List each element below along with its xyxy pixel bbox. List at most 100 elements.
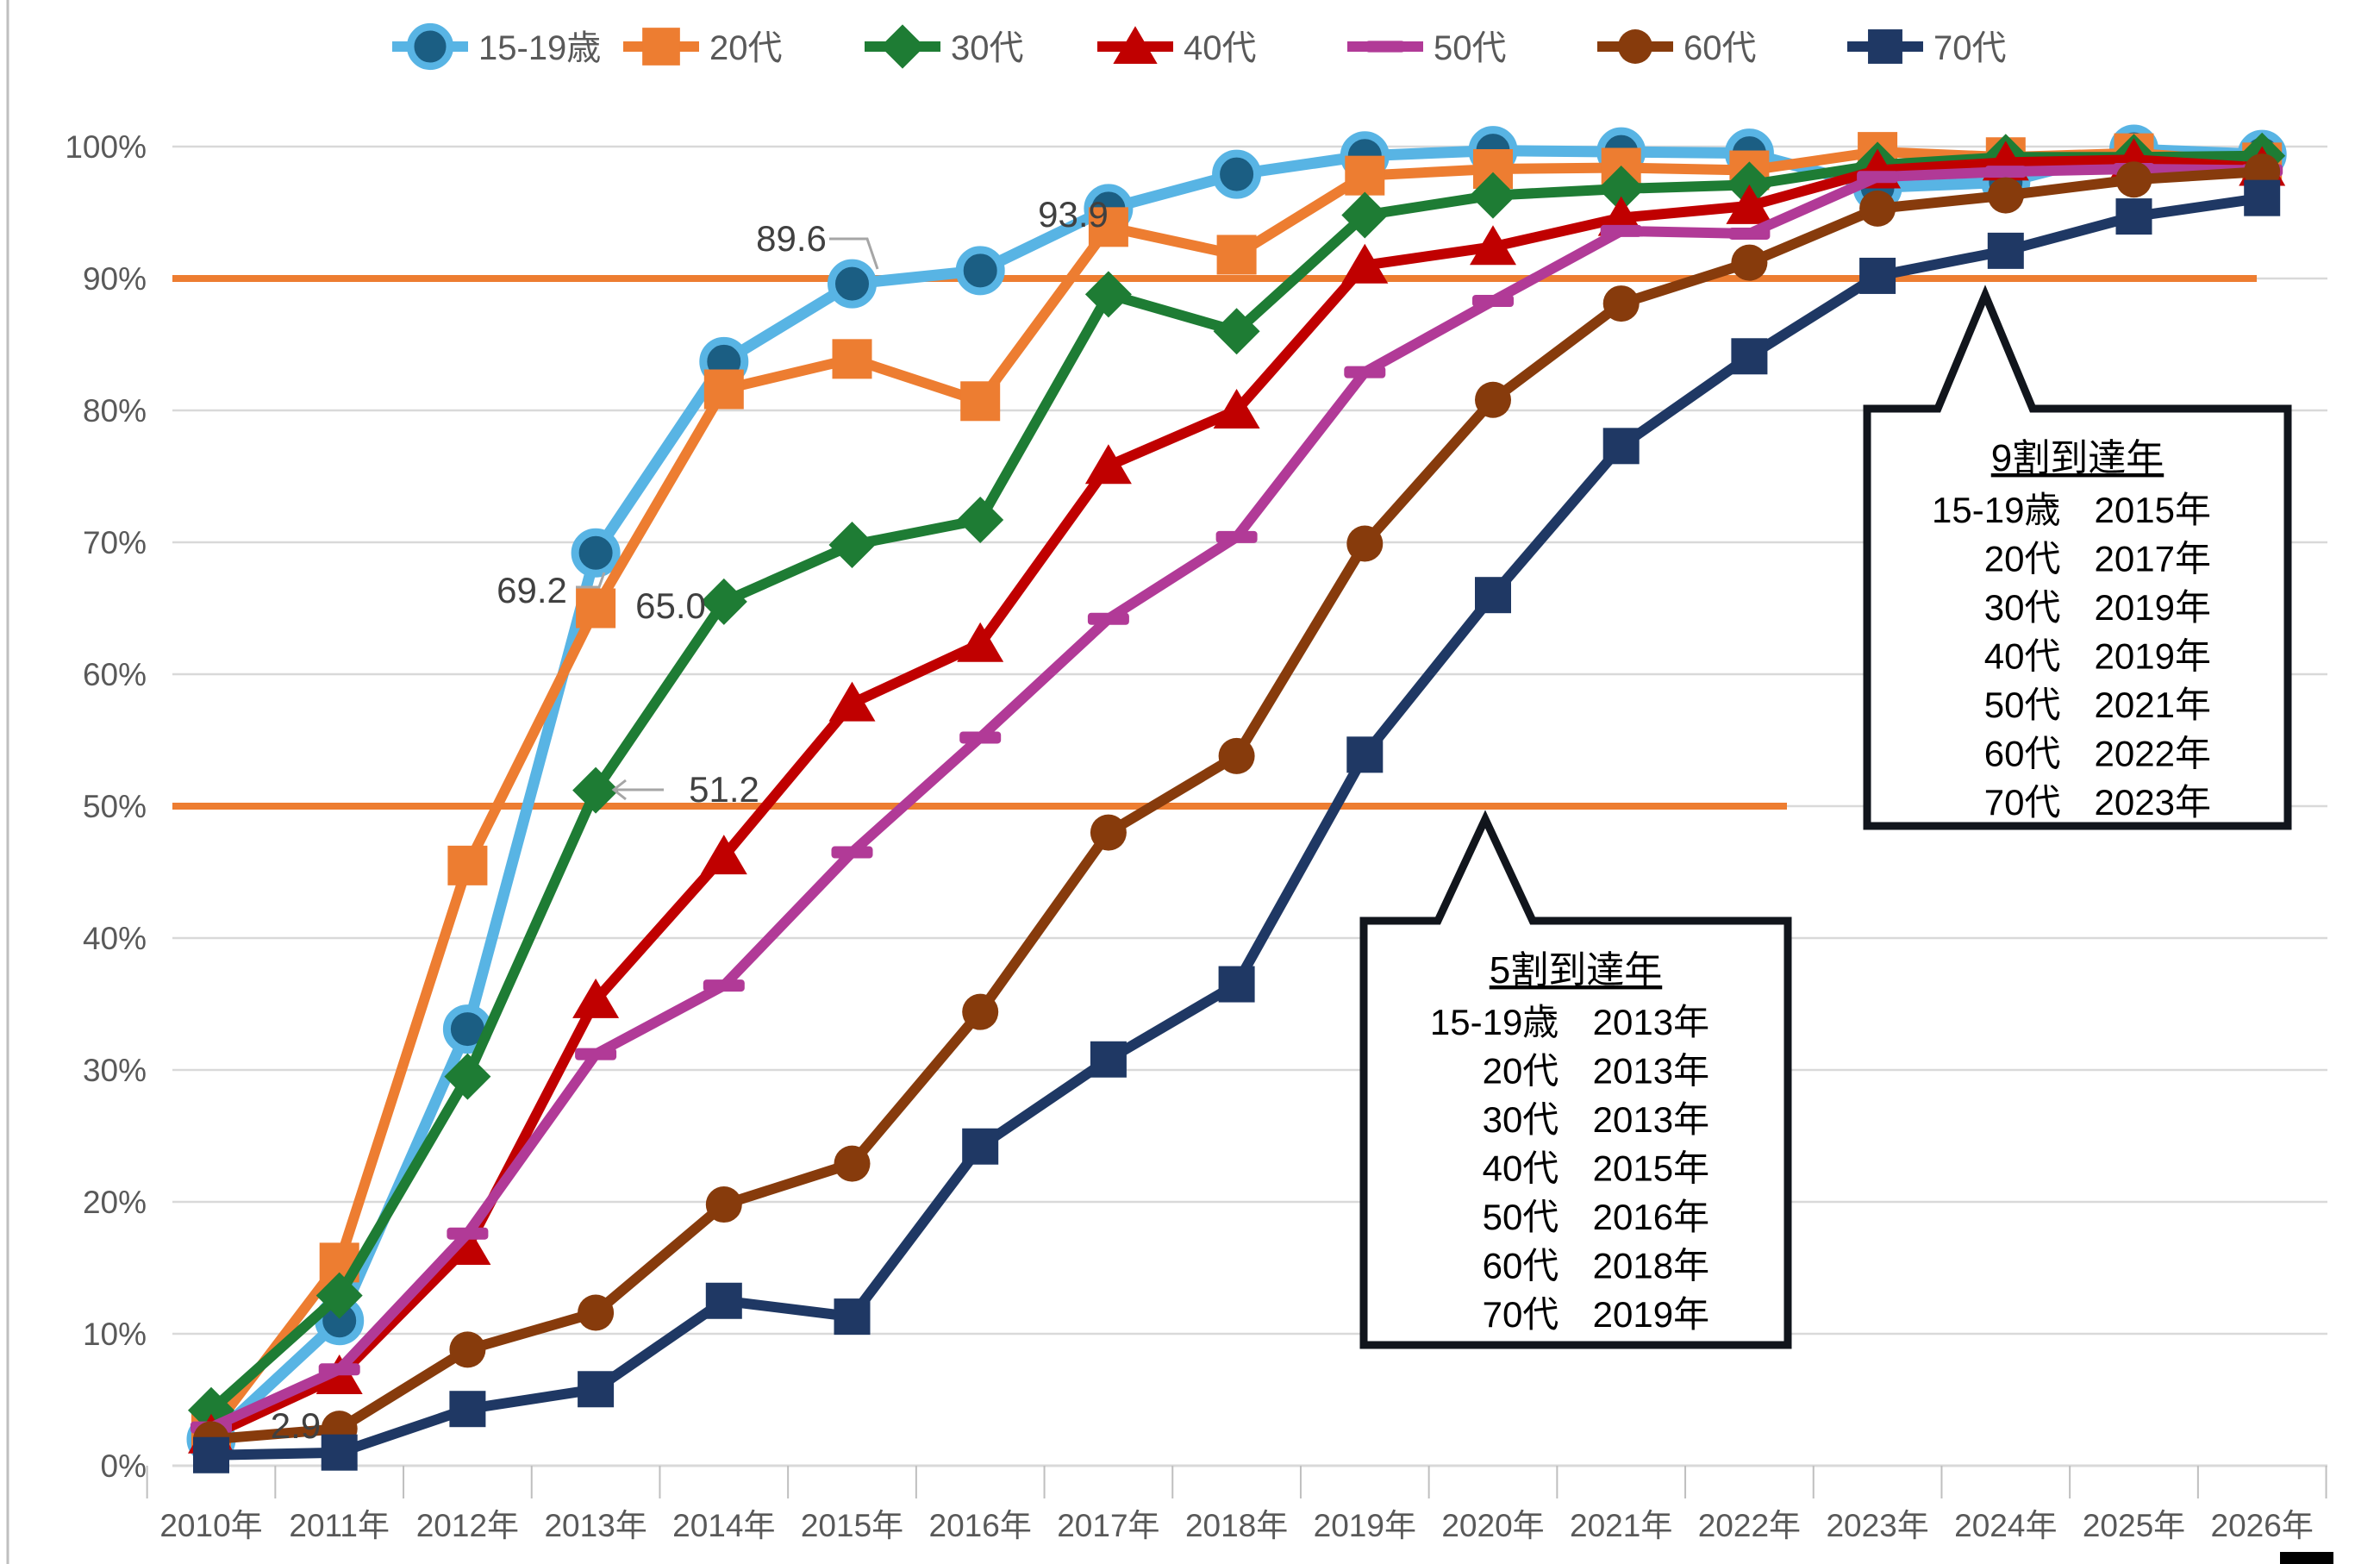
callout-row-year: 2013年 — [1593, 1051, 1709, 1092]
x-axis-tick-label: 2013年 — [544, 1508, 647, 1543]
legend-item-70s: 70代 — [1847, 29, 2007, 67]
marker-dot-icon — [1731, 244, 1768, 281]
marker-triangle-icon — [1341, 243, 1389, 284]
marker-square-icon — [1345, 155, 1385, 196]
marker-square-icon — [834, 1298, 871, 1336]
legend-item-50s: 50代 — [1347, 29, 1507, 67]
marker-dash-icon — [1600, 224, 1642, 237]
marker-triangle-icon — [700, 835, 747, 875]
marker-square-icon — [1859, 257, 1896, 294]
marker-triangle-icon — [1113, 26, 1158, 64]
marker-dash-icon — [447, 1227, 489, 1240]
marker-triangle-icon — [1470, 225, 1516, 266]
marker-triangle-icon — [1084, 444, 1132, 485]
x-axis-tick-label: 2019年 — [1314, 1508, 1416, 1543]
marker-dash-icon — [1215, 530, 1258, 543]
x-axis-tick-label: 2018年 — [1185, 1508, 1288, 1543]
marker-dot-icon — [1218, 737, 1255, 774]
marker-square-icon — [193, 1436, 229, 1473]
callout-row-year: 2019年 — [1593, 1294, 1709, 1335]
callout-title: 5割到達年 — [1490, 949, 1662, 992]
marker-dash-icon — [1344, 366, 1386, 378]
marker-dot-icon — [1475, 381, 1511, 418]
marker-dot-icon — [1602, 285, 1640, 322]
marker-dot-icon — [578, 1294, 615, 1331]
marker-square-icon — [1090, 1041, 1127, 1078]
marker-dot-icon — [962, 993, 999, 1030]
callout-row-year: 2018年 — [1593, 1246, 1709, 1286]
callout-row-label: 15-19歳 — [1430, 1002, 1559, 1042]
data-point-label: 51.2 — [689, 769, 759, 810]
callout-row-label: 50代 — [1483, 1197, 1559, 1237]
marker-dash-icon — [1857, 171, 1899, 184]
marker-dash-icon — [318, 1363, 360, 1376]
y-axis-tick-label: 90% — [83, 261, 147, 297]
callout-box — [1863, 285, 2292, 830]
marker-diamond-icon — [1341, 191, 1389, 239]
y-axis-tick-label: 60% — [83, 657, 147, 692]
marker-triangle-icon — [1726, 184, 1773, 224]
y-axis-tick-label: 30% — [83, 1053, 147, 1088]
x-axis-tick-label: 2025年 — [2083, 1508, 2185, 1543]
marker-dash-icon — [1087, 612, 1129, 625]
callout-row-label: 60代 — [1483, 1246, 1559, 1286]
marker-diamond-icon — [957, 496, 1004, 543]
marker-square-icon — [1987, 232, 2024, 269]
marker-square-icon — [832, 339, 872, 379]
y-axis-tick-label: 70% — [83, 525, 147, 560]
marker-dot-icon — [1859, 190, 1896, 227]
label-connector — [611, 779, 627, 801]
legend-label: 50代 — [1434, 29, 1507, 67]
marker-circle-icon — [1212, 149, 1262, 199]
marker-square-icon — [578, 1371, 615, 1408]
marker-diamond-icon — [1597, 165, 1645, 212]
legend-label: 30代 — [951, 29, 1024, 67]
marker-square-icon — [2115, 198, 2152, 235]
marker-square-icon — [1731, 338, 1768, 375]
marker-square-icon — [960, 381, 1001, 422]
series-70s — [193, 179, 2281, 1473]
legend-label: 70代 — [1933, 29, 2007, 67]
x-axis: 2010年 2011年 2012年 2013年 2014年 2015年 2016年 2017年… — [146, 1466, 2327, 1543]
marker-square-icon — [1868, 29, 1902, 64]
marker-diamond-icon — [880, 24, 925, 69]
marker-dot-icon — [1618, 29, 1652, 64]
marker-diamond-icon — [700, 578, 747, 625]
callout-row-label: 15-19歳 — [1932, 490, 2060, 530]
marker-dash-icon — [1984, 166, 2027, 178]
marker-dash-icon — [959, 731, 1002, 744]
legend-item-20s: 20代 — [623, 28, 783, 67]
x-axis-tick-label: 2016年 — [929, 1508, 1032, 1543]
data-point-label: 69.2 — [497, 570, 567, 610]
x-axis-tick-label: 2012年 — [416, 1508, 519, 1543]
x-axis-tick-label: 2026年 — [2211, 1508, 2314, 1543]
callout-row-label: 40代 — [1483, 1148, 1559, 1189]
marker-square-icon — [1218, 966, 1255, 1003]
marker-dot-icon — [2115, 161, 2152, 198]
legend-item-15-19: 15-19歳 — [392, 22, 601, 71]
marker-square-icon — [642, 28, 680, 66]
callout-row-label: 70代 — [1984, 782, 2061, 823]
callout-box — [1359, 810, 1792, 1349]
legend-item-30s: 30代 — [865, 24, 1024, 69]
marker-diamond-icon — [1084, 271, 1132, 318]
x-axis-tick-label: 2017年 — [1057, 1508, 1159, 1543]
legend: 15-19歳 20代 30代 40代 50代 60代 70代 — [392, 22, 2007, 71]
callout-row-year: 2016年 — [1593, 1197, 1709, 1237]
y-axis-tick-label: 100% — [65, 129, 147, 165]
callout-title: 9割到達年 — [1991, 437, 2164, 479]
marker-dot-icon — [1090, 814, 1127, 851]
marker-square-icon — [1475, 577, 1511, 614]
y-axis-tick-label: 10% — [83, 1317, 147, 1352]
callout-row-label: 20代 — [1483, 1051, 1559, 1092]
data-point-label: 93.9 — [1038, 194, 1109, 235]
marker-square-icon — [447, 845, 488, 885]
callout-row-label: 20代 — [1984, 539, 2061, 579]
marker-circle-icon — [955, 246, 1005, 296]
marker-dot-icon — [705, 1186, 742, 1223]
x-axis-tick-label: 2024年 — [1954, 1508, 2057, 1543]
marker-square-icon — [449, 1391, 486, 1428]
marker-diamond-icon — [828, 522, 876, 569]
callout-row-year: 2019年 — [2095, 636, 2211, 677]
